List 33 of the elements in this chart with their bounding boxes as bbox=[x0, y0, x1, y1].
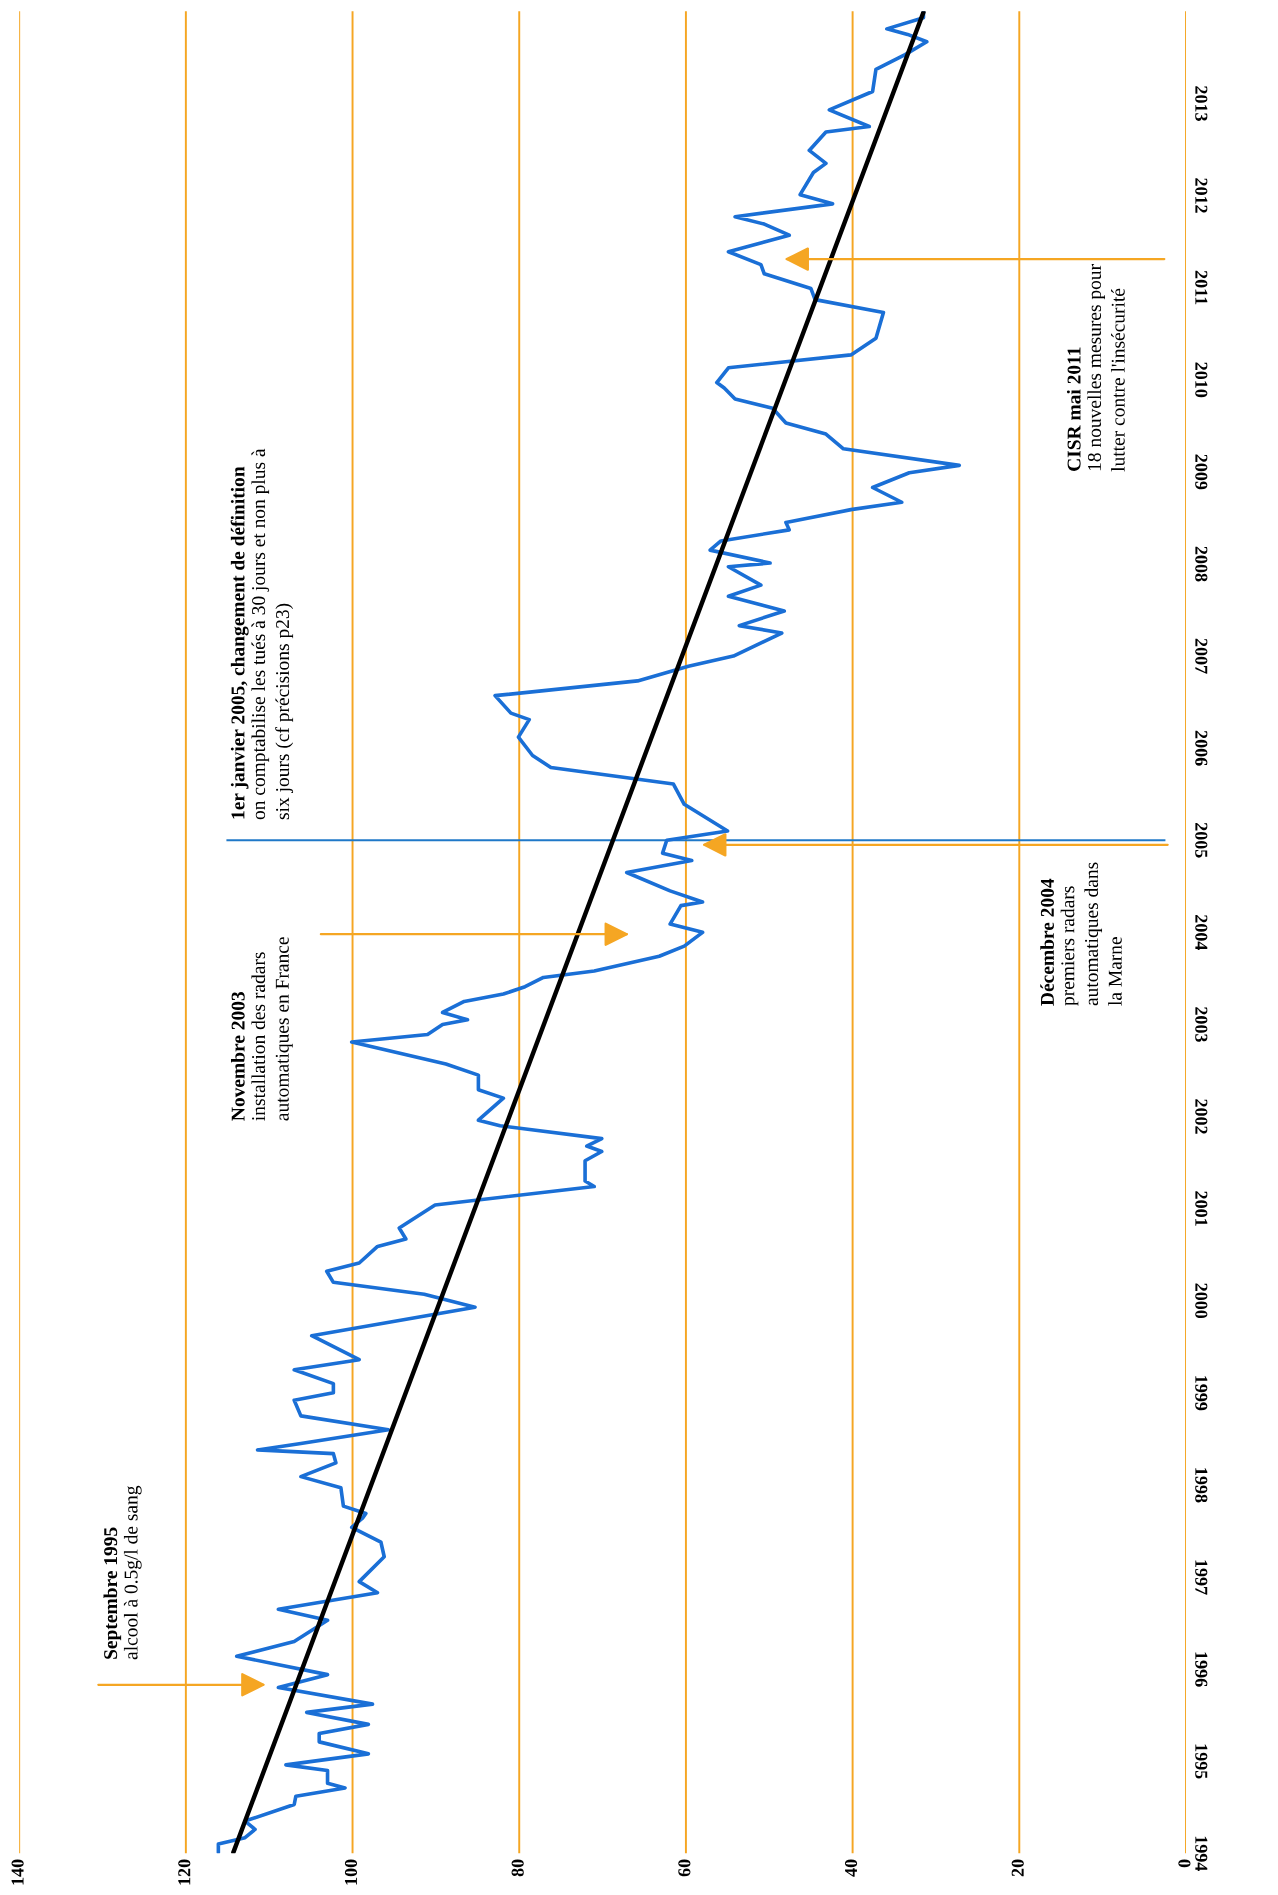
y-tick-label: 2007 bbox=[1195, 638, 1208, 674]
x-tick-label: 0 bbox=[1178, 1859, 1191, 1868]
y-tick-label: 2006 bbox=[1195, 730, 1208, 766]
annotation: Septembre 1995 alcool à 0.5g/l de sang bbox=[103, 1485, 142, 1660]
y-tick-label: 1996 bbox=[1195, 1652, 1208, 1687]
y-tick-label: 1997 bbox=[1195, 1560, 1208, 1595]
annotation: Décembre 2004 premiers radars automatiques dans la Marne bbox=[1040, 862, 1122, 1006]
y-tick-label: 2005 bbox=[1195, 822, 1208, 858]
y-tick-label: 2009 bbox=[1195, 454, 1208, 490]
y-tick-label: 1994 bbox=[1195, 1836, 1208, 1872]
x-tick-label: 120 bbox=[178, 1859, 191, 1885]
x-tick-label: 60 bbox=[678, 1859, 691, 1877]
y-tick-label: 2002 bbox=[1195, 1099, 1208, 1134]
x-tick-label: 40 bbox=[844, 1859, 858, 1877]
y-tick-label: 2000 bbox=[1195, 1283, 1208, 1319]
y-tick-label: 1998 bbox=[1195, 1468, 1208, 1503]
y-tick-label: 2004 bbox=[1195, 915, 1208, 951]
y-tick-label: 1995 bbox=[1195, 1744, 1208, 1779]
y-tick-label: 2008 bbox=[1195, 546, 1208, 582]
y-tick-label: 2012 bbox=[1195, 178, 1208, 213]
y-tick-label: 2001 bbox=[1195, 1191, 1208, 1226]
y-tick-label: 2010 bbox=[1195, 362, 1208, 398]
y-tick-label: 2003 bbox=[1195, 1007, 1208, 1042]
x-tick-label: 20 bbox=[1011, 1859, 1024, 1877]
y-tick-label: 2013 bbox=[1195, 86, 1208, 121]
ref-line-label: 1er janvier 2005, changement de définition on comptabilise les tués à 30 jours et non plus à six jours (cf précisions p23) bbox=[230, 448, 294, 820]
x-tick-label: 100 bbox=[344, 1859, 358, 1885]
x-tick-label: 80 bbox=[511, 1859, 524, 1877]
y-tick-label: 1999 bbox=[1195, 1376, 1208, 1411]
y-tick-label: 2011 bbox=[1195, 270, 1208, 305]
x-tick-label: 140 bbox=[11, 1859, 24, 1885]
annotation: Novembre 2003 installation des radars automatiques en France bbox=[231, 937, 293, 1121]
annotation: CISR mai 2011 18 nouvelles mesures pour lutter contre l'insécurité bbox=[1066, 264, 1125, 472]
